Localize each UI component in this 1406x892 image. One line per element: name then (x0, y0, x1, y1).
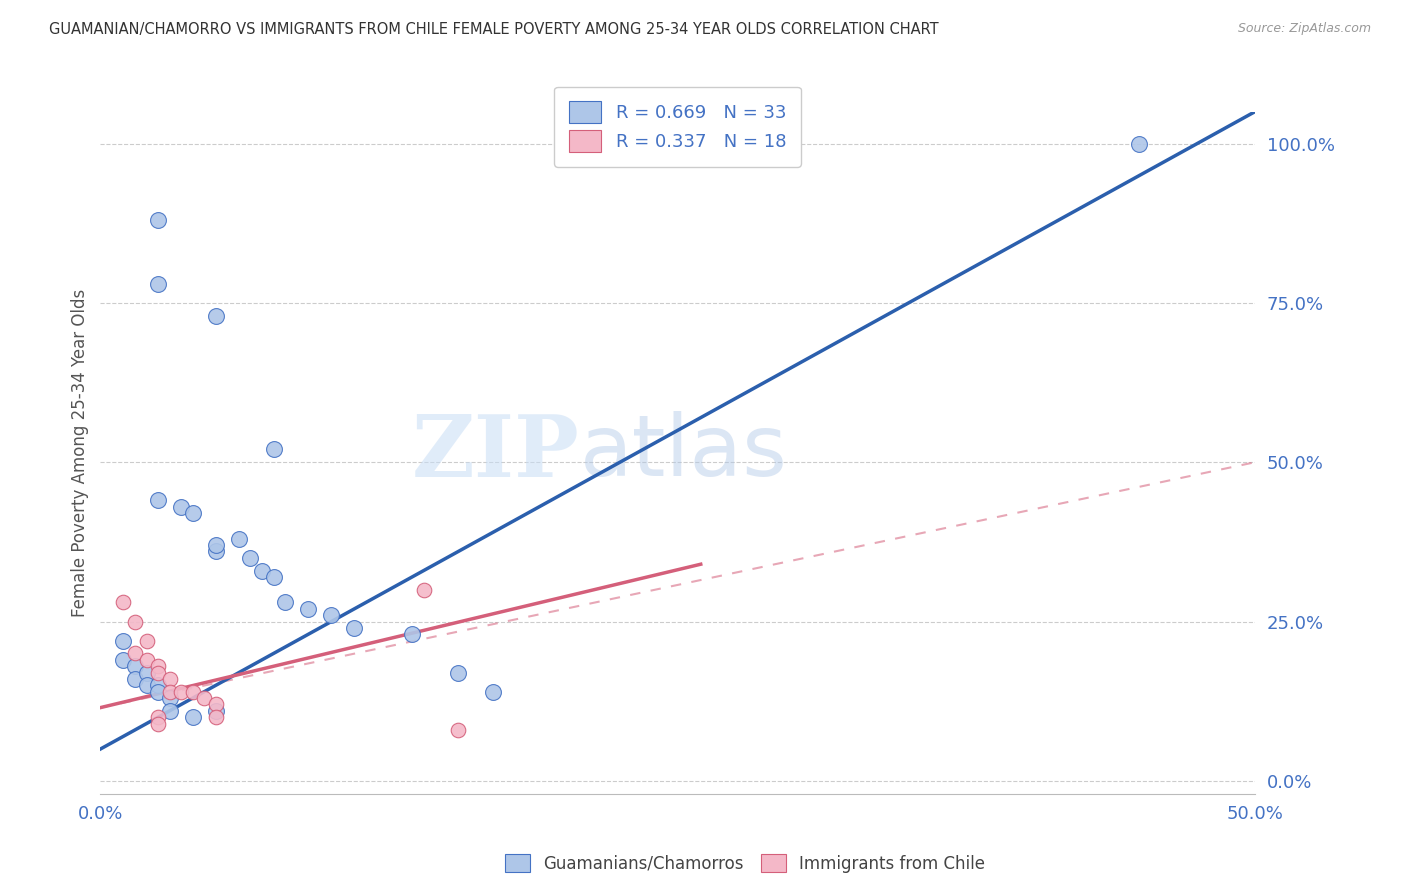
Point (146, 493, 169, 508)
Point (159, 704, 181, 718)
Point (135, 678, 157, 692)
Point (146, 710, 169, 724)
Point (204, 698, 226, 712)
Point (124, 647, 146, 661)
Point (159, 691, 181, 706)
Point (124, 615, 146, 629)
Point (146, 213, 169, 227)
Y-axis label: Female Poverty Among 25-34 Year Olds: Female Poverty Among 25-34 Year Olds (72, 288, 89, 616)
Point (1128, 136, 1150, 151)
Point (181, 710, 204, 724)
Point (146, 665, 169, 680)
Point (112, 595, 135, 609)
Point (239, 550, 262, 565)
Point (135, 665, 157, 680)
Point (193, 691, 215, 706)
Point (228, 532, 250, 546)
Point (146, 678, 169, 692)
Point (297, 602, 319, 616)
Point (159, 672, 181, 686)
Point (124, 659, 146, 673)
Point (204, 710, 226, 724)
Point (112, 633, 135, 648)
Point (135, 653, 157, 667)
Point (112, 653, 135, 667)
Point (146, 716, 169, 731)
Text: atlas: atlas (579, 411, 787, 494)
Point (274, 595, 297, 609)
Point (412, 582, 434, 597)
Point (146, 659, 169, 673)
Legend: R = 0.669   N = 33, R = 0.337   N = 18: R = 0.669 N = 33, R = 0.337 N = 18 (554, 87, 801, 167)
Point (204, 544, 226, 558)
Point (146, 277, 169, 291)
Point (124, 672, 146, 686)
Point (482, 684, 505, 698)
Point (343, 621, 366, 635)
Point (204, 538, 226, 552)
Point (181, 506, 204, 520)
Point (204, 309, 226, 323)
Point (181, 684, 204, 698)
Text: Source: ZipAtlas.com: Source: ZipAtlas.com (1237, 22, 1371, 36)
Point (447, 665, 470, 680)
Point (170, 500, 193, 514)
Point (263, 442, 285, 457)
Point (170, 684, 193, 698)
Text: ZIP: ZIP (412, 410, 579, 495)
Point (321, 608, 343, 623)
Point (447, 723, 470, 737)
Point (204, 704, 226, 718)
Point (250, 564, 273, 578)
Point (135, 633, 157, 648)
Point (401, 627, 423, 641)
Point (159, 684, 181, 698)
Point (146, 684, 169, 698)
Text: GUAMANIAN/CHAMORRO VS IMMIGRANTS FROM CHILE FEMALE POVERTY AMONG 25-34 YEAR OLDS: GUAMANIAN/CHAMORRO VS IMMIGRANTS FROM CH… (49, 22, 939, 37)
Legend: Guamanians/Chamorros, Immigrants from Chile: Guamanians/Chamorros, Immigrants from Ch… (499, 847, 991, 880)
Point (263, 570, 285, 584)
